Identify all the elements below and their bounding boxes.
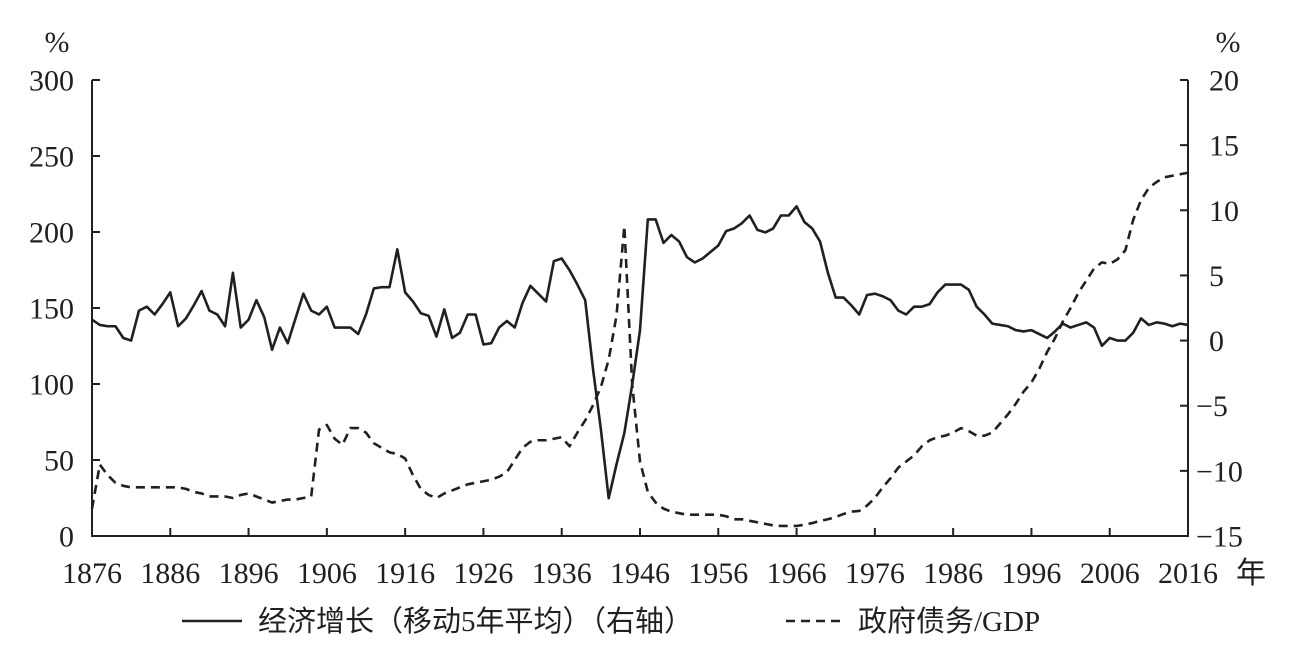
ticks: 1876 1886 1896 1906 1916 1926 1936 1946 1956 1966…: [29, 65, 1243, 591]
right-y-axis-unit: %: [1216, 26, 1241, 59]
right-y-tick-label--15: −15: [1196, 521, 1243, 554]
x-tick-label-1966: 1966: [767, 557, 827, 590]
x-tick-label-1996: 1996: [1001, 557, 1061, 590]
left-y-tick-label-50: 50: [44, 445, 74, 478]
series-group: [90, 171, 1189, 528]
x-tick-label-1976: 1976: [845, 557, 905, 590]
x-tick-label-1876: 1876: [62, 557, 122, 590]
left-y-tick-label-0: 0: [59, 521, 74, 554]
x-tick-label-1926: 1926: [453, 557, 513, 590]
legend-item-debt: 政府债务/GDP: [786, 605, 1040, 638]
series-line-debt: [90, 171, 1189, 528]
x-tick-label-2006: 2006: [1080, 557, 1140, 590]
left-y-tick-label-300: 300: [29, 65, 74, 98]
legend-item-growth: 经济增长（移动5年平均）（右轴）: [182, 605, 693, 638]
axes: [91, 80, 1189, 537]
left-y-tick-label-200: 200: [29, 217, 74, 250]
right-y-tick-label-15: 15: [1209, 130, 1239, 163]
left-y-tick-label-100: 100: [29, 369, 74, 402]
x-tick-label-1936: 1936: [532, 557, 592, 590]
right-y-tick-label-20: 20: [1209, 65, 1239, 98]
right-y-tick-label-5: 5: [1209, 260, 1224, 293]
left-y-tick-label-150: 150: [29, 293, 74, 326]
x-tick-label-1896: 1896: [219, 557, 279, 590]
x-tick-label-1986: 1986: [923, 557, 983, 590]
x-tick-label-2016: 2016: [1158, 557, 1218, 590]
x-tick-label-1946: 1946: [610, 557, 670, 590]
right-y-tick-label--10: −10: [1196, 455, 1243, 488]
x-tick-label-1916: 1916: [375, 557, 435, 590]
legend-label-growth: 经济增长（移动5年平均）（右轴）: [258, 605, 693, 638]
right-y-tick-label-0: 0: [1209, 325, 1224, 358]
x-tick-label-1886: 1886: [140, 557, 200, 590]
right-y-tick-label--5: −5: [1196, 390, 1228, 423]
series-line-growth: [91, 205, 1189, 500]
right-y-tick-label-10: 10: [1209, 195, 1239, 228]
plot-area: 1876 1886 1896 1906 1916 1926 1936 1946 1956 1966…: [29, 65, 1243, 591]
left-y-axis-unit: %: [45, 26, 70, 59]
x-tick-label-1956: 1956: [688, 557, 748, 590]
legend-label-debt: 政府债务/GDP: [858, 605, 1040, 638]
x-axis-unit: 年: [1236, 557, 1266, 590]
legend: 经济增长（移动5年平均）（右轴） 政府债务/GDP: [182, 605, 1040, 638]
left-y-tick-label-250: 250: [29, 141, 74, 174]
x-tick-label-1906: 1906: [297, 557, 357, 590]
